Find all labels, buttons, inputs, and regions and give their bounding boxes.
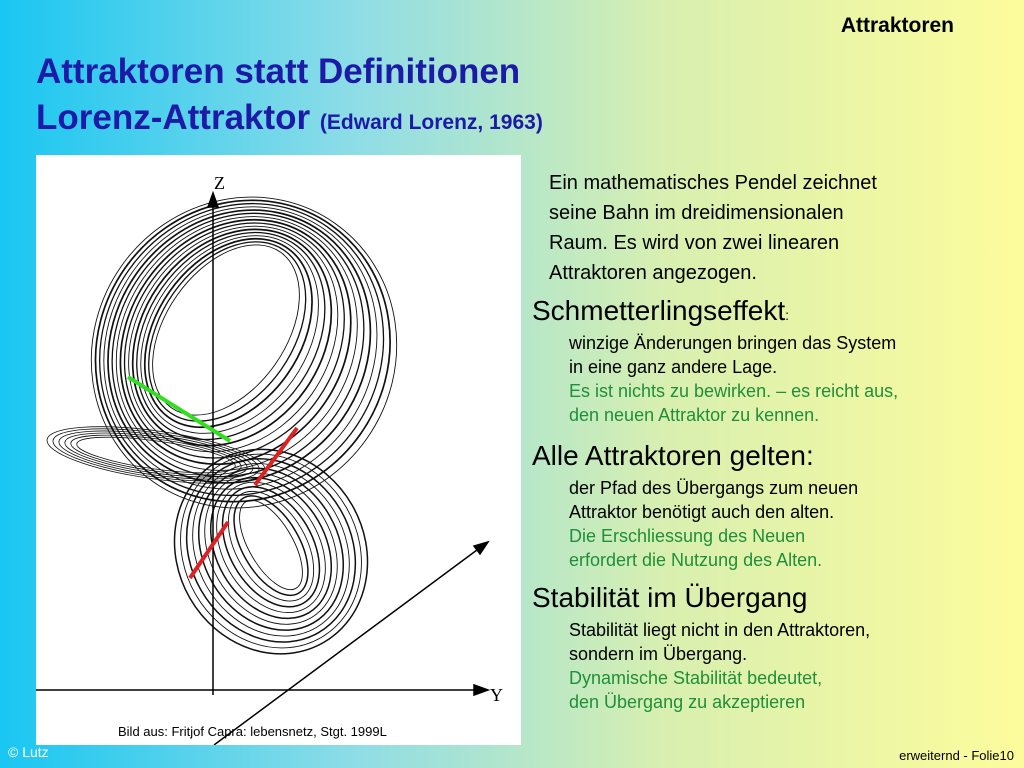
green-line: erfordert die Nutzung des Alten. xyxy=(569,550,823,570)
orbit xyxy=(180,453,362,649)
body-line: Attraktor benötigt auch den alten. xyxy=(569,502,835,522)
orbit xyxy=(233,495,309,597)
title-text: Lorenz-Attraktor xyxy=(36,98,311,137)
green-line: Es ist nichts zu bewirken. – es reicht a… xyxy=(569,381,899,401)
body-line: in eine ganz andere Lage. xyxy=(569,357,778,377)
intro-line: seine Bahn im dreidimensionalen xyxy=(549,202,844,224)
attractor xyxy=(46,196,398,655)
body-line: sondern im Übergang. xyxy=(569,644,748,664)
orbit xyxy=(128,225,339,453)
section-body: winzige Änderungen bringen das System in … xyxy=(569,331,898,427)
green-line: den neuen Attraktor zu kennen. xyxy=(569,405,820,425)
body-line: winzige Änderungen bringen das System xyxy=(569,333,897,353)
figure: Z Y Bild aus: Fritjof Capra: lebensnetz,… xyxy=(36,155,521,745)
body-line: der Pfad des Übergangs zum neuen xyxy=(569,478,859,498)
orbit xyxy=(239,499,303,591)
orbit xyxy=(185,458,357,643)
orbit xyxy=(90,196,398,509)
orbit xyxy=(70,434,242,476)
title: Attraktoren statt Definitionen xyxy=(36,52,521,91)
section-heading: Alle Attraktoren gelten: xyxy=(532,440,814,472)
intro-line: Attraktoren angezogen. xyxy=(549,262,757,284)
orbit xyxy=(119,218,352,466)
orbit xyxy=(99,202,385,497)
intro: Ein mathematisches Pendel zeichnet seine… xyxy=(549,168,877,288)
intro-line: Ein mathematisches Pendel zeichnet xyxy=(549,172,877,194)
orbit xyxy=(209,476,333,620)
orbit xyxy=(221,486,321,608)
intro-line: Raum. Es wird von zwei linearen xyxy=(549,232,840,254)
orbit xyxy=(111,212,365,478)
orbit xyxy=(64,432,248,478)
heading-suffix: : xyxy=(785,307,790,323)
orbit xyxy=(216,481,326,614)
copyright: © Lutz xyxy=(8,744,49,760)
heading-text: Stabilität im Übergang xyxy=(532,582,808,613)
green-line: Dynamische Stabilität bedeutet, xyxy=(569,668,823,688)
orbit xyxy=(140,235,319,434)
orbit xyxy=(136,231,326,441)
section-body: der Pfad des Übergangs zum neuen Attrakto… xyxy=(569,476,858,572)
axis-label: Z xyxy=(214,173,225,193)
orbit xyxy=(152,244,300,416)
caption: Bild aus: Fritjof Capra: lebensnetz, Stg… xyxy=(118,724,387,739)
green-marker xyxy=(126,375,232,443)
orbit xyxy=(192,463,350,637)
section-heading: Stabilität im Übergang xyxy=(532,582,807,614)
axes xyxy=(36,190,491,745)
red-marker xyxy=(188,520,230,580)
orbit xyxy=(52,428,260,482)
orbit xyxy=(148,241,307,422)
orbit xyxy=(107,209,372,484)
orbit xyxy=(115,216,358,471)
topic: Attraktoren xyxy=(840,14,954,37)
orbit xyxy=(143,237,313,429)
slide-number: erweiternd - Folie10 xyxy=(899,748,1014,763)
orbit xyxy=(58,430,254,480)
green-line: Die Erschliessung des Neuen xyxy=(569,526,806,546)
orbit xyxy=(227,490,315,602)
orbit xyxy=(123,222,345,459)
orbit xyxy=(76,436,236,474)
section-body: Stabilität liegt nicht in den Attraktore… xyxy=(569,618,870,714)
section-heading: Schmetterlingseffekt: xyxy=(532,295,789,327)
orbit xyxy=(173,448,369,655)
body-line: Stabilität liegt nicht in den Attraktore… xyxy=(569,620,871,640)
red-marker xyxy=(253,426,299,487)
axis-label: Y xyxy=(490,685,503,705)
title: Lorenz-Attraktor (Edward Lorenz, 1963) xyxy=(36,98,543,138)
heading-text: Alle Attraktoren gelten: xyxy=(532,440,814,471)
green-line: den Übergang zu akzeptieren xyxy=(569,692,806,712)
orbit xyxy=(103,206,378,490)
title-note: (Edward Lorenz, 1963) xyxy=(319,111,543,134)
orbit xyxy=(204,472,338,625)
heading-text: Schmetterlingseffekt xyxy=(532,295,786,326)
